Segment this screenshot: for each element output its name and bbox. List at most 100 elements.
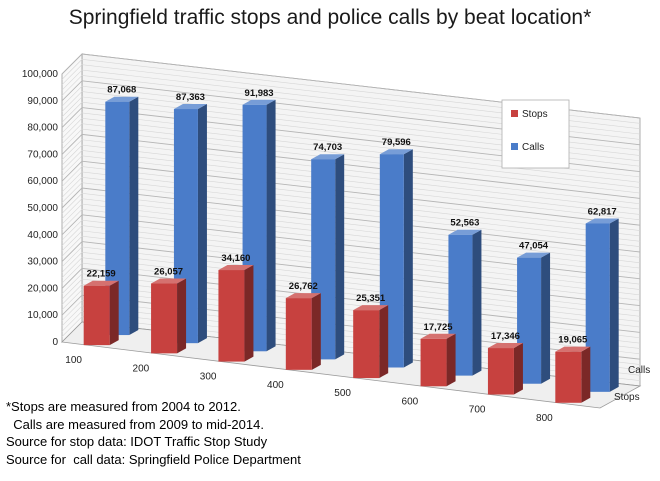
y-tick-label: 40,000	[27, 230, 58, 241]
data-label: 19,065	[558, 335, 588, 346]
legend-swatch	[511, 110, 518, 117]
gridline	[61, 155, 641, 221]
gridline	[61, 182, 641, 247]
bar-top	[585, 218, 619, 224]
gridline	[61, 80, 641, 146]
x-tick-label: 800	[536, 413, 553, 424]
gridline	[61, 96, 641, 162]
y-tick-label: 60,000	[27, 176, 58, 187]
bar-front	[151, 283, 178, 354]
gridline	[61, 139, 641, 205]
gridline	[61, 75, 641, 140]
stops-bar: 17,725	[420, 322, 456, 387]
stops-bar: 22,159	[83, 269, 119, 346]
bar-top	[105, 96, 139, 102]
y-tick-label: 90,000	[27, 96, 58, 107]
stops-bar: 26,762	[285, 281, 321, 370]
gridline	[61, 133, 641, 199]
bar-side	[446, 333, 456, 387]
gridline	[61, 64, 641, 130]
gridline	[61, 118, 641, 183]
bar-side	[177, 278, 187, 354]
gridline	[61, 101, 641, 167]
footnotes: *Stops are measured from 2004 to 2012. C…	[6, 398, 301, 468]
gridline	[61, 150, 641, 215]
y-tick-label: 80,000	[27, 123, 58, 134]
calls-bar: 74,703	[311, 142, 345, 360]
bar-front	[353, 310, 380, 379]
data-label: 47,054	[519, 241, 549, 252]
gridline	[61, 107, 641, 173]
gridline	[61, 91, 641, 156]
y-tick-label: 10,000	[27, 310, 58, 321]
bar-side	[129, 96, 139, 336]
data-label: 22,159	[87, 269, 116, 280]
bar-front	[420, 338, 447, 387]
bar-top	[151, 278, 187, 284]
bar-top	[83, 280, 119, 286]
data-label: 62,817	[588, 206, 617, 217]
bar-front	[218, 270, 245, 362]
gridline	[61, 171, 641, 237]
legend-swatch	[511, 143, 518, 150]
bar-top	[487, 343, 523, 349]
data-label: 17,346	[491, 331, 520, 342]
x-tick-label: 100	[65, 355, 82, 366]
bar-front	[285, 298, 312, 370]
y-tick-label: 20,000	[27, 283, 58, 294]
stops-bar: 34,160	[218, 253, 254, 362]
legend: Stops Calls	[501, 99, 570, 169]
bar-side	[513, 343, 523, 395]
bar-side	[472, 229, 482, 376]
footnote-calls-source: Source for call data: Springfield Police…	[6, 451, 301, 467]
chart-title: Springfield traffic stops and police cal…	[68, 6, 592, 29]
gridline	[61, 176, 641, 242]
footnote-stops-period: *Stops are measured from 2004 to 2012.	[6, 399, 241, 414]
bar-side	[541, 252, 551, 384]
x-tick-label: 600	[402, 396, 419, 407]
bar-top	[448, 229, 482, 235]
bar-side	[403, 149, 413, 368]
bar-side	[197, 104, 207, 344]
bar-top	[242, 99, 276, 105]
y-tick-label: 30,000	[27, 257, 58, 268]
bar-top	[173, 104, 207, 110]
gridline	[61, 59, 641, 124]
gridline	[61, 166, 641, 231]
data-label: 87,363	[176, 92, 205, 103]
gridline	[61, 144, 641, 210]
gridline	[61, 69, 641, 135]
footnote-stops-source: Source for stop data: IDOT Traffic Stop …	[6, 434, 268, 449]
data-label: 74,703	[313, 142, 342, 153]
bar-side	[244, 265, 254, 362]
y-tick-label: 100,000	[22, 69, 59, 80]
legend-label: Calls	[522, 142, 544, 153]
calls-bar: 47,054	[517, 241, 551, 384]
stops-bar: 17,346	[487, 331, 523, 395]
bar-side	[379, 305, 389, 379]
gridline	[61, 187, 641, 253]
stops-bar: 26,057	[151, 267, 187, 354]
stops-bar: 25,351	[353, 293, 389, 379]
bar-top	[218, 265, 254, 271]
x-tick-label: 700	[469, 405, 486, 416]
data-label: 52,563	[450, 218, 479, 229]
gridline	[61, 128, 641, 194]
y-tick-label: 50,000	[27, 203, 58, 214]
gridline	[61, 53, 641, 119]
bar-side	[109, 280, 119, 346]
bar-side	[609, 218, 619, 392]
gridline	[61, 85, 641, 151]
bar-top	[420, 333, 456, 339]
legend-label: Stops	[522, 109, 548, 120]
y-tick-label: 0	[52, 337, 58, 348]
bar-front	[83, 285, 110, 346]
data-label: 25,351	[356, 293, 386, 304]
x-tick-label: 500	[334, 388, 351, 399]
bar-top	[353, 305, 389, 311]
data-label: 91,983	[245, 88, 274, 99]
bar-top	[311, 154, 345, 160]
data-label: 26,762	[289, 281, 318, 292]
data-label: 34,160	[221, 253, 250, 264]
bar-top	[555, 346, 591, 352]
